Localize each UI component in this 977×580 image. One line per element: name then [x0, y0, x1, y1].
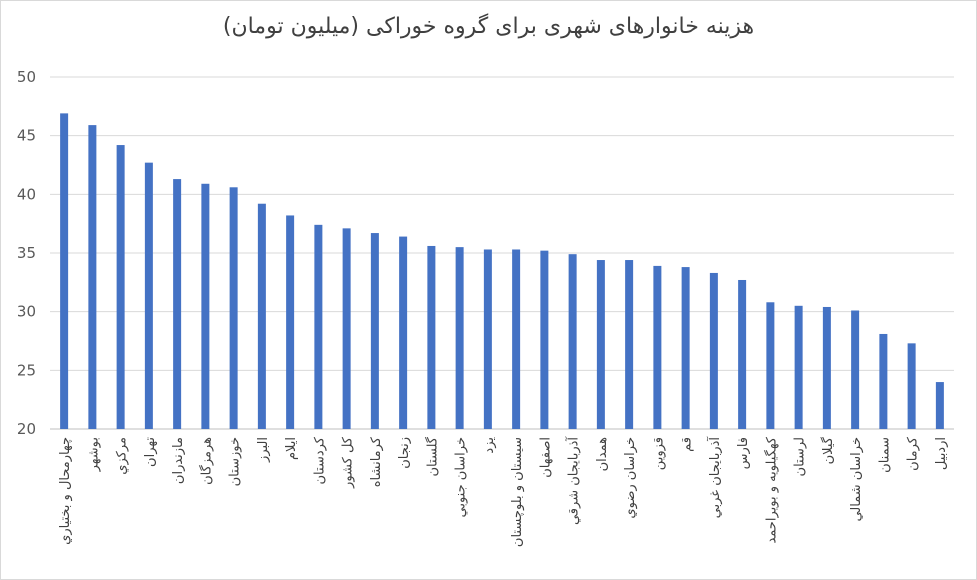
bar: [88, 125, 97, 430]
bar: [229, 187, 238, 429]
x-category-label: كل كشور: [341, 436, 356, 489]
x-category-label: چهارمحال و بختیاري: [58, 437, 73, 545]
x-category-label: خراسان رضوي: [623, 437, 638, 519]
bar: [540, 250, 549, 429]
x-category-label: همدان: [595, 437, 610, 471]
bars: [60, 113, 944, 430]
bar: [173, 179, 182, 429]
x-axis-labels: چهارمحال و بختیاري بوشهر مركزي تهران مازندرا…: [58, 436, 949, 547]
bar: [709, 272, 718, 429]
chart-title: هزینه خانوارهای شهری برای گروه خوراکی (م…: [222, 14, 755, 39]
bar: [907, 343, 916, 429]
bar: [483, 249, 492, 429]
x-category-label: كردستان: [312, 436, 327, 484]
y-tick-label: 35: [17, 244, 36, 262]
x-category-label: ايلام: [284, 437, 299, 460]
bar: [257, 203, 266, 429]
bar: [596, 260, 605, 429]
bar: [766, 302, 775, 429]
x-category-label: فارس: [736, 437, 751, 469]
bar: [201, 183, 210, 429]
x-category-label: گلستان: [424, 436, 440, 476]
bar: [399, 236, 408, 429]
x-category-label: مازندران: [171, 437, 186, 484]
x-category-label: اصفهان: [538, 437, 553, 478]
x-category-label: كرمانشاه: [369, 436, 384, 487]
y-tick-label: 30: [17, 303, 36, 321]
bar: [851, 310, 860, 429]
bar: [879, 333, 888, 429]
x-category-label: خراسان جنوبي: [454, 437, 469, 517]
bar: [794, 305, 803, 429]
x-category-label: آذربايجان شرقي: [565, 436, 582, 525]
bar: [935, 382, 944, 429]
x-category-label: مركزي: [115, 437, 130, 475]
x-category-label: سيستان و بلوچستان: [510, 437, 525, 547]
bar: [568, 254, 577, 429]
x-category-label: گيلان: [820, 436, 836, 464]
x-category-label: آذربايجان غربي: [706, 436, 723, 519]
bar: [286, 215, 295, 429]
x-category-label: البرز: [256, 437, 271, 463]
y-tick-label: 20: [17, 420, 36, 438]
x-category-label: خراسان شمالي: [849, 437, 864, 522]
bar: [144, 162, 153, 430]
bar: [116, 145, 125, 429]
y-tick-label: 45: [17, 127, 36, 145]
y-axis-ticks: 20 25 30 35 40 45 50: [17, 68, 36, 438]
bar: [455, 247, 464, 429]
y-tick-label: 50: [17, 68, 36, 86]
x-category-label: تهران: [143, 437, 158, 467]
x-category-label: قم: [680, 437, 695, 452]
bar: [342, 228, 351, 429]
bar: [427, 245, 436, 429]
x-category-label: كهگيلويه و بويراحمد: [763, 436, 779, 543]
x-category-label: قزوين: [651, 437, 666, 470]
y-tick-label: 25: [17, 361, 36, 379]
bar: [370, 233, 379, 429]
x-category-label: كرمان: [906, 436, 921, 471]
bar: [512, 249, 521, 429]
x-category-label: اردبيل: [934, 437, 949, 470]
x-category-label: لرستان: [793, 437, 808, 476]
bar: [314, 224, 323, 429]
x-category-label: خوزستان: [228, 437, 243, 486]
bar: [625, 260, 634, 429]
bar: [653, 265, 662, 429]
x-category-label: يزد: [482, 437, 497, 454]
y-tick-label: 40: [17, 185, 36, 203]
x-category-label: زنجان: [397, 437, 412, 469]
bar: [681, 267, 690, 429]
gridlines: [50, 76, 954, 430]
bar: [60, 113, 69, 429]
x-category-label: بوشهر: [86, 437, 101, 472]
x-category-label: سمنان: [877, 437, 892, 473]
x-category-label: هرمزگان: [198, 437, 214, 485]
bar: [738, 279, 747, 429]
bar: [822, 306, 831, 429]
